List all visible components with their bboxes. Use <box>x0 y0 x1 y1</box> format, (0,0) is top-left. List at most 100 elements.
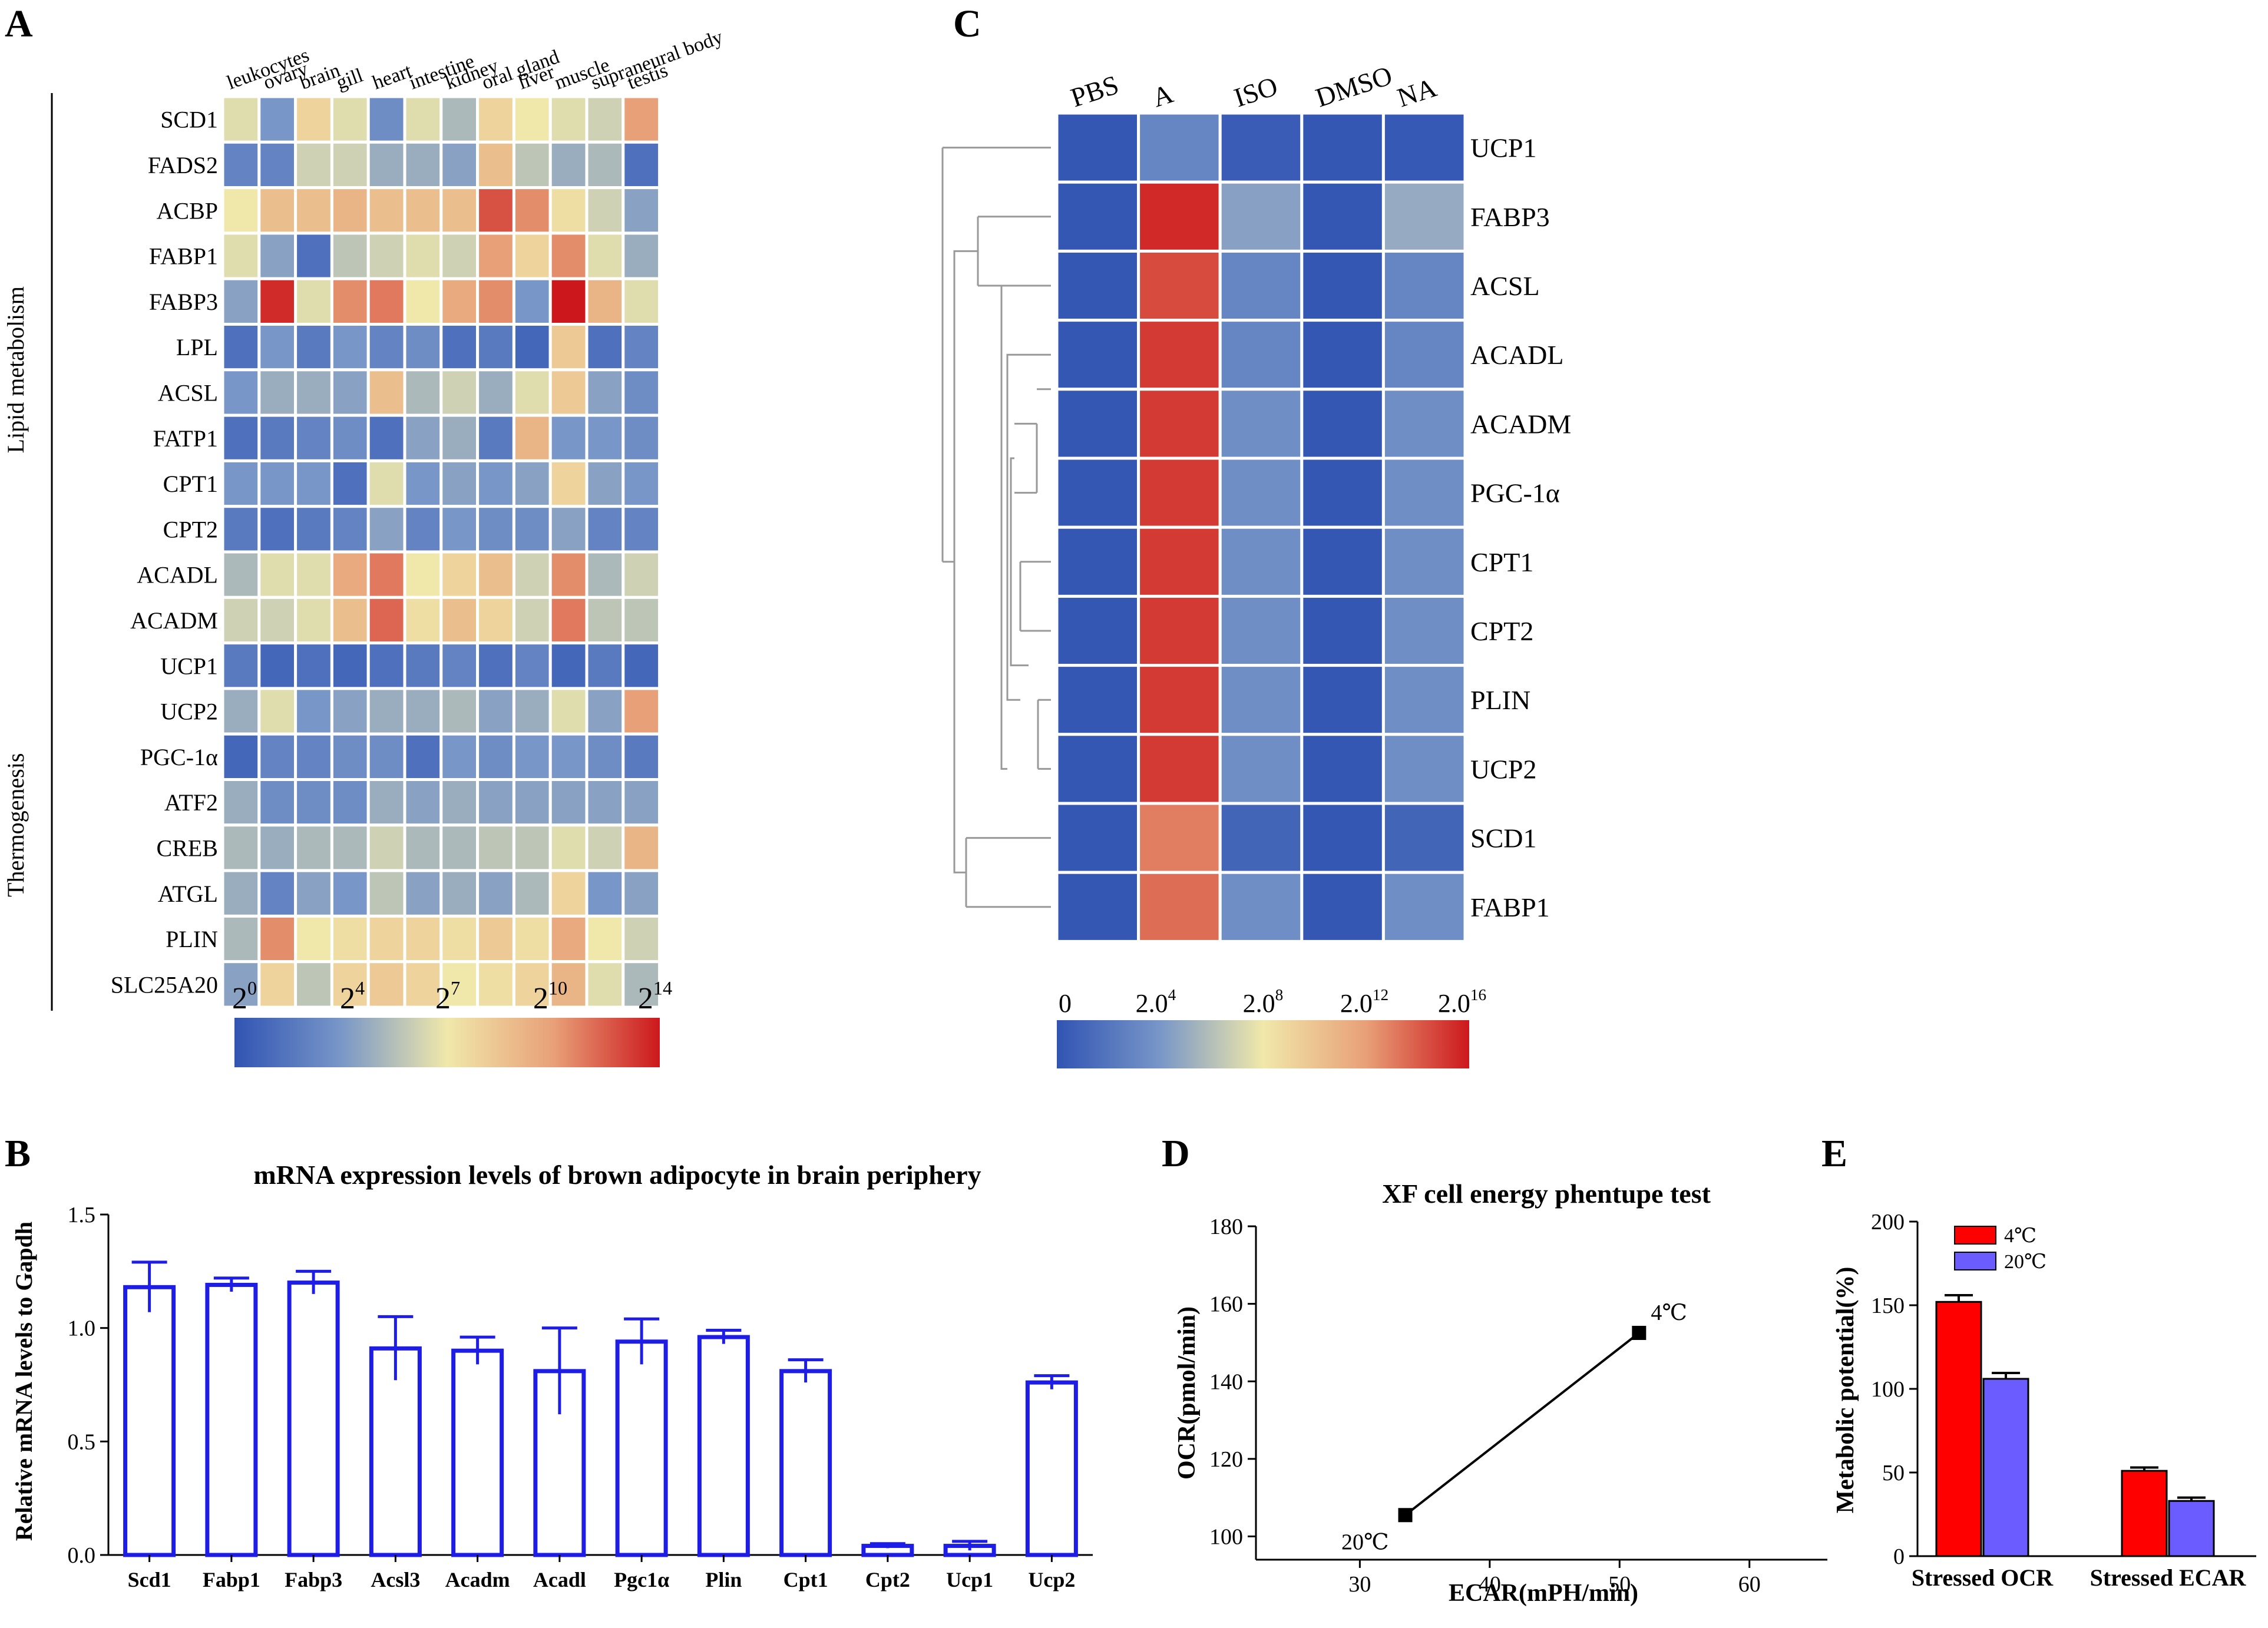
heatmap-a-cell <box>366 641 406 690</box>
heatmap-a-cell <box>366 732 406 781</box>
heatmap-a-cell <box>621 687 662 736</box>
panel-letter-b: B <box>5 1132 31 1175</box>
heatmap-c-cell <box>1137 111 1222 184</box>
heatmap-c-column-label: DMSO <box>1312 60 1396 113</box>
heatmap-a-cell <box>585 550 625 599</box>
axis-b-x-tick-label: Scd1 <box>128 1568 171 1591</box>
heatmap-a-cell <box>512 687 552 736</box>
heatmap-c-cell <box>1300 319 1385 391</box>
heatmap-a-cell <box>403 960 443 1009</box>
heatmap-a-cell <box>221 550 261 599</box>
panel-letter-a: A <box>5 2 33 45</box>
heatmap-a-row-label: SLC25A20 <box>111 971 218 998</box>
heatmap-a-cell <box>512 732 552 781</box>
heatmap-a-cell <box>257 960 297 1009</box>
heatmap-a-cell <box>330 550 370 599</box>
heatmap-a-cell <box>439 368 480 417</box>
heatmap-a-cell <box>621 231 662 280</box>
dendrogram-branch <box>1006 353 1051 701</box>
heatmap-a-cell <box>257 550 297 599</box>
heatmap-a-cell <box>476 960 515 1009</box>
heatmap-a-cell <box>221 960 261 1009</box>
heatmap-c-cell <box>1381 388 1467 460</box>
heatmap-c-column-label: A <box>1149 78 1176 113</box>
heatmap-a-row-label: UCP2 <box>160 699 218 725</box>
heatmap-a-colorbar-tick: 27 <box>435 978 460 1015</box>
heatmap-a-cell <box>585 687 625 736</box>
heatmap-a-cell <box>512 641 552 690</box>
heatmap-a-group-label: Thermogenesis <box>2 753 29 897</box>
heatmap-c-cell <box>1300 733 1385 805</box>
heatmap-a-cell <box>512 778 552 827</box>
axis-b-x-tick-label: Ucp2 <box>1028 1568 1075 1591</box>
heatmap-a-cell <box>621 95 662 144</box>
heatmap-a-cell <box>257 413 297 462</box>
heatmap-c-cell <box>1055 249 1140 322</box>
heatmap-c-cell <box>1300 871 1385 943</box>
heatmap-a-cell <box>585 140 625 190</box>
axis-d-y-tick-label: 100 <box>1209 1525 1243 1550</box>
axis-b-x-tick-label: Plin <box>705 1568 742 1591</box>
heatmap-c-cell <box>1055 180 1140 253</box>
heatmap-c-row-label: ACADL <box>1470 340 1563 370</box>
heatmap-c-cell <box>1218 871 1304 943</box>
heatmap-a-cell <box>512 459 552 508</box>
heatmap-a-cell <box>330 140 370 190</box>
heatmap-a-cell <box>548 323 589 372</box>
heatmap-a-cell <box>366 778 406 827</box>
heatmap-a-cell <box>403 823 443 872</box>
heatmap-a-cell <box>512 368 552 417</box>
heatmap-a-cell <box>330 823 370 872</box>
heatmap-c-cell <box>1218 456 1304 529</box>
heatmap-a-cell <box>476 823 515 872</box>
heatmap-c-colorbar-tick: 0 <box>1059 989 1072 1018</box>
heatmap-c-cell <box>1055 664 1140 736</box>
heatmap-a-cell <box>366 95 406 144</box>
heatmap-a-cell <box>221 231 261 280</box>
heatmap-a-cell <box>366 459 406 508</box>
heatmap-c-cell <box>1381 594 1467 667</box>
heatmap-a-cell <box>512 231 552 280</box>
chart-e-ylabel: Metabolic potential(%) <box>1832 1267 1859 1514</box>
axis-e-y-tick-label: 200 <box>1871 1210 1905 1235</box>
heatmap-a-cell <box>548 186 589 235</box>
heatmap-a-cell <box>476 641 515 690</box>
heatmap-a-cell <box>476 869 515 918</box>
heatmap-a-cell <box>585 823 625 872</box>
heatmap-a-cell <box>476 914 515 964</box>
heatmap-a-row-label: SCD1 <box>160 107 218 133</box>
heatmap-a-cell <box>585 914 625 964</box>
heatmap-a-cell <box>548 869 589 918</box>
heatmap-a-cell <box>548 95 589 144</box>
dendrogram-branch <box>1000 284 1051 770</box>
heatmap-a-cell <box>403 687 443 736</box>
heatmap-c-cell <box>1381 525 1467 598</box>
heatmap-a-cell <box>366 960 406 1009</box>
heatmap-a-cell <box>294 186 333 235</box>
axis-d-x-tick-label: 30 <box>1348 1572 1371 1597</box>
heatmap-a-cell <box>439 732 480 781</box>
heatmap-a-cell <box>403 231 443 280</box>
heatmap-a-cell <box>294 732 333 781</box>
panel-a-heatmap: SCD1 FADS2 ACBP FABP1 FABP3 LPL ACSL FATP1 CPT1 C… <box>2 26 726 1067</box>
heatmap-a-cell <box>548 595 589 645</box>
heatmap-a-row-label: CPT1 <box>163 471 218 497</box>
heatmap-a-cell <box>221 140 261 190</box>
bar-b-ucp2 <box>1025 1380 1078 1557</box>
heatmap-a-cell <box>621 277 662 326</box>
heatmap-a-cell <box>403 550 443 599</box>
heatmap-a-cell <box>294 641 333 690</box>
heatmap-a-cell <box>221 641 261 690</box>
heatmap-c-cell <box>1218 319 1304 391</box>
heatmap-a-cell <box>257 823 297 872</box>
bar-e-20c <box>2168 1500 2215 1557</box>
heatmap-c-row-label: FABP3 <box>1470 202 1550 232</box>
heatmap-a-colorbar <box>234 1018 660 1067</box>
heatmap-a-cell <box>366 914 406 964</box>
heatmap-a-cell <box>621 413 662 462</box>
heatmap-a-cell <box>403 778 443 827</box>
axis-d-y-tick-label: 120 <box>1209 1447 1243 1472</box>
axis-b-x-tick-label: Pgc1α <box>614 1568 669 1591</box>
heatmap-c-cell <box>1137 525 1222 598</box>
heatmap-c-column-label: PBS <box>1067 70 1122 113</box>
